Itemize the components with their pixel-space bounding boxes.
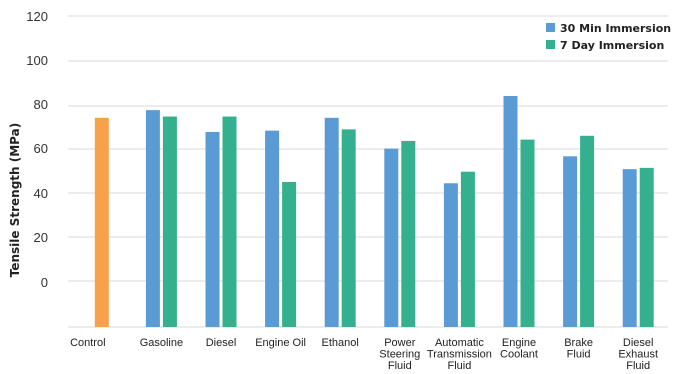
bar-30-min	[563, 156, 578, 327]
bar-30-min	[205, 131, 220, 327]
bar-7-day	[520, 139, 535, 327]
legend-swatch	[546, 40, 555, 49]
bar-30-min	[265, 130, 280, 327]
category-labels: Control Gasoline Diesel Engine Oil Ethanol Po…	[70, 337, 658, 372]
bars	[94, 96, 654, 328]
legend-swatch	[546, 23, 555, 32]
bar-7-day	[639, 167, 654, 327]
category-label: Diesel Exhaust Fluid	[618, 337, 658, 372]
bar-30-min	[384, 148, 399, 327]
bar-30-min	[324, 117, 339, 327]
y-tick-label: 100	[26, 53, 48, 68]
y-tick-label: 60	[34, 141, 48, 156]
bar-7-day	[580, 135, 595, 327]
y-tick-label: 20	[34, 230, 48, 245]
y-tick-label: 0	[41, 275, 48, 290]
category-label: Brake Fluid	[564, 337, 593, 361]
y-tick-label: 40	[34, 186, 48, 201]
y-tick-label: 80	[34, 97, 48, 112]
bar-7-day	[222, 116, 237, 328]
y-axis-label: Tensile Strength (MPa)	[8, 123, 22, 277]
category-label: Control	[70, 337, 105, 349]
bar-7-day	[341, 129, 356, 327]
bar-7-day	[460, 171, 475, 327]
category-label: Ethanol	[322, 337, 359, 349]
bar-30-min	[145, 110, 160, 327]
category-label: Gasoline	[140, 337, 183, 349]
legend: 30 Min Immersion 7 Day Immersion	[546, 22, 671, 52]
bar-30-min	[503, 96, 518, 327]
y-tick-labels: 120 100 80 60 40 20 0	[26, 9, 48, 290]
bar-7-day	[282, 181, 297, 327]
legend-label: 30 Min Immersion	[560, 22, 671, 35]
bar-control	[94, 117, 109, 327]
category-label: Automatic Transmission Fluid	[427, 337, 492, 372]
bar-30-min	[443, 183, 458, 327]
legend-label: 7 Day Immersion	[560, 39, 664, 52]
bar-7-day	[401, 140, 416, 327]
category-label: Engine Oil	[255, 337, 306, 349]
category-label: Power Steering Fluid	[379, 337, 420, 372]
category-label: Engine Coolant	[500, 337, 538, 361]
y-tick-label: 120	[26, 9, 48, 24]
category-label: Diesel	[206, 337, 237, 349]
bar-7-day	[162, 116, 177, 328]
bar-30-min	[622, 169, 637, 327]
